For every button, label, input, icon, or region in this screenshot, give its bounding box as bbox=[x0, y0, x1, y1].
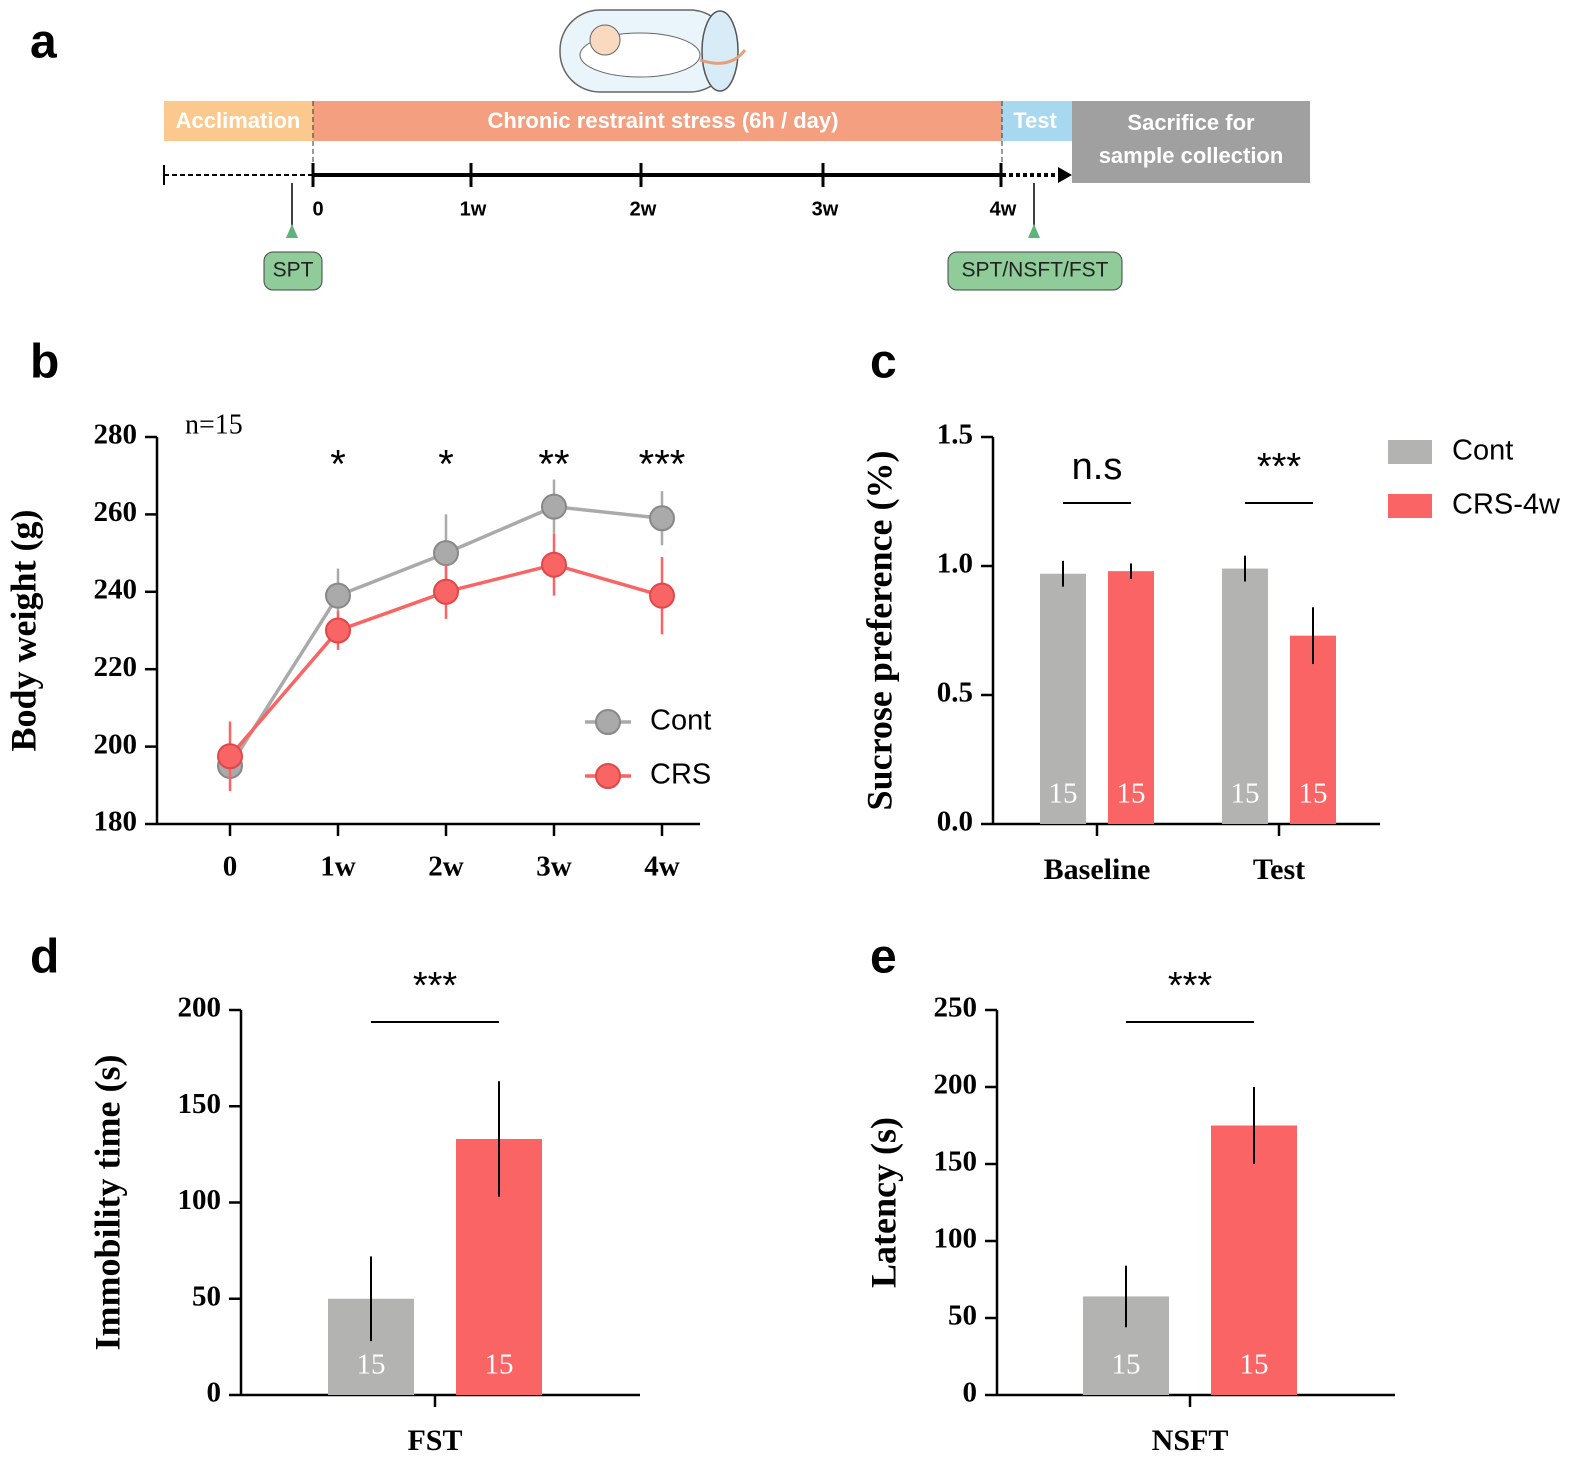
y-tick-label: 100 bbox=[934, 1223, 978, 1255]
legend-marker bbox=[595, 709, 621, 735]
y-tick-label: 250 bbox=[934, 992, 978, 1024]
point bbox=[217, 743, 243, 770]
test-box bbox=[947, 251, 1123, 291]
y-axis-label: Latency (s) bbox=[863, 1117, 903, 1288]
x-tick-label: Test bbox=[1253, 853, 1305, 886]
timeline-tick: 1w bbox=[460, 198, 487, 220]
n-label: 15 bbox=[1299, 778, 1328, 810]
point bbox=[649, 582, 675, 609]
x-tick-label: 1w bbox=[320, 851, 356, 883]
n-label: 15 bbox=[1231, 778, 1260, 810]
bar bbox=[1040, 573, 1086, 824]
test-label: SPT bbox=[273, 259, 314, 282]
phase-box bbox=[164, 101, 313, 141]
legend-label: Cont bbox=[650, 705, 711, 737]
significance: *** bbox=[639, 443, 686, 487]
point bbox=[433, 578, 459, 605]
phase-label: Chronic restraint stress (6h / day) bbox=[488, 108, 839, 133]
mouse-illustration bbox=[559, 9, 747, 93]
significance: ** bbox=[538, 443, 569, 487]
y-tick-label: 1.0 bbox=[937, 548, 973, 580]
bar bbox=[1290, 635, 1336, 824]
significance: *** bbox=[1168, 965, 1213, 1007]
y-tick-label: 260 bbox=[94, 496, 138, 528]
phase-label: Test bbox=[1013, 108, 1057, 133]
annotation: n=15 bbox=[185, 409, 243, 440]
point bbox=[541, 551, 567, 578]
panel-label: c bbox=[870, 336, 897, 389]
x-tick-label: FST bbox=[407, 1424, 462, 1457]
legend-label: CRS-4w bbox=[1452, 489, 1561, 521]
x-tick-label: 3w bbox=[536, 851, 572, 883]
y-axis-label: Immobility time (s) bbox=[87, 1055, 127, 1351]
panel-label: d bbox=[30, 931, 59, 984]
phase-label: Sacrifice for bbox=[1127, 110, 1255, 135]
y-tick-label: 0 bbox=[207, 1377, 222, 1409]
point bbox=[325, 617, 351, 644]
point bbox=[325, 582, 351, 609]
n-label: 15 bbox=[485, 1349, 514, 1381]
panel-label: a bbox=[30, 16, 57, 69]
significance: * bbox=[438, 443, 454, 487]
legend-swatch bbox=[1388, 440, 1432, 464]
y-tick-label: 1.5 bbox=[937, 419, 973, 451]
y-tick-label: 50 bbox=[948, 1300, 977, 1332]
bar bbox=[1211, 1125, 1297, 1395]
x-tick-label: NSFT bbox=[1152, 1424, 1229, 1457]
n-label: 15 bbox=[1112, 1349, 1141, 1381]
legend-label: CRS bbox=[650, 759, 711, 791]
significance: * bbox=[330, 443, 346, 487]
y-tick-label: 200 bbox=[934, 1069, 978, 1101]
x-tick-label: Baseline bbox=[1044, 853, 1151, 886]
test-box bbox=[263, 251, 323, 291]
y-tick-label: 150 bbox=[934, 1146, 978, 1178]
y-tick-label: 200 bbox=[94, 728, 138, 760]
bar bbox=[1222, 568, 1268, 824]
timeline-tick: 2w bbox=[630, 198, 657, 220]
y-tick-label: 150 bbox=[178, 1088, 222, 1120]
n-label: 15 bbox=[1049, 778, 1078, 810]
x-tick-label: 4w bbox=[644, 851, 680, 883]
point bbox=[649, 505, 675, 532]
y-tick-label: 280 bbox=[94, 419, 138, 451]
significance: *** bbox=[413, 965, 458, 1007]
significance: n.s bbox=[1072, 446, 1123, 488]
x-tick-label: 0 bbox=[223, 851, 238, 883]
bar bbox=[1108, 571, 1154, 824]
n-label: 15 bbox=[1240, 1349, 1269, 1381]
legend-label: Cont bbox=[1452, 435, 1513, 467]
y-tick-label: 180 bbox=[94, 806, 138, 838]
legend-marker bbox=[595, 763, 621, 789]
phase-box bbox=[1072, 101, 1310, 183]
y-tick-label: 0.5 bbox=[937, 677, 973, 709]
significance: *** bbox=[1257, 446, 1302, 488]
phase-box bbox=[313, 101, 1002, 141]
phase-label: sample collection bbox=[1099, 143, 1284, 168]
y-tick-label: 200 bbox=[178, 992, 222, 1024]
phase-label: Acclimation bbox=[176, 108, 301, 133]
y-tick-label: 0.0 bbox=[937, 806, 973, 838]
point bbox=[541, 493, 567, 520]
phase-box bbox=[1002, 101, 1072, 141]
y-axis-label: Sucrose preference (%) bbox=[859, 451, 899, 811]
y-axis-label: Body weight (g) bbox=[3, 510, 43, 752]
n-label: 15 bbox=[1117, 778, 1146, 810]
n-label: 15 bbox=[357, 1349, 386, 1381]
timeline-tick: 0 bbox=[312, 198, 323, 220]
x-tick-label: 2w bbox=[428, 851, 464, 883]
point bbox=[433, 540, 459, 567]
timeline-tick: 4w bbox=[990, 198, 1017, 220]
panel-label: e bbox=[870, 931, 897, 984]
y-tick-label: 100 bbox=[178, 1184, 222, 1216]
panel-label: b bbox=[30, 336, 59, 389]
y-tick-label: 240 bbox=[94, 573, 138, 605]
timeline-tick: 3w bbox=[812, 198, 839, 220]
y-tick-label: 0 bbox=[963, 1377, 978, 1409]
y-tick-label: 220 bbox=[94, 651, 138, 683]
legend-swatch bbox=[1388, 494, 1432, 518]
y-tick-label: 50 bbox=[192, 1280, 221, 1312]
test-label: SPT/NSFT/FST bbox=[962, 259, 1109, 282]
